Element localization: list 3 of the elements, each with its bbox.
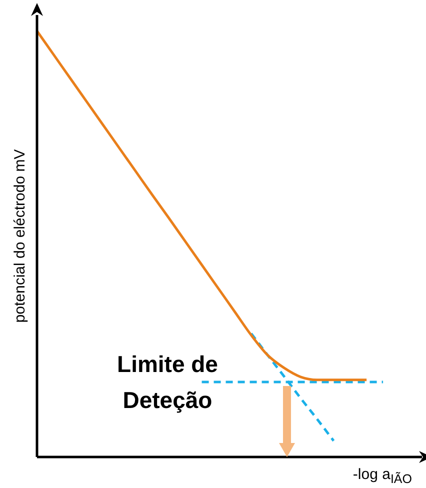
y-axis-title: potencial do eléctrodo mV bbox=[12, 149, 28, 323]
x-axis-title: -log a$_{IÃO}$ bbox=[352, 466, 412, 486]
annotation: Limite de Deteção bbox=[116, 350, 219, 415]
